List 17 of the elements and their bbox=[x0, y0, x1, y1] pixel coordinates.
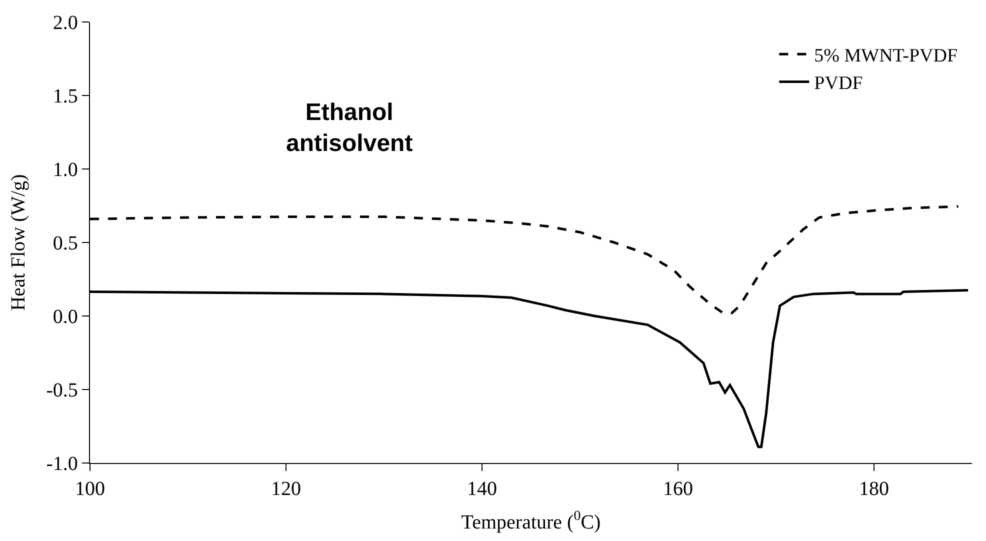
y-tick-label: 1.5 bbox=[52, 86, 78, 108]
x-tick-label: 180 bbox=[859, 478, 889, 500]
y-tick-label: -1.0 bbox=[46, 453, 78, 475]
legend-label: PVDF bbox=[814, 73, 863, 94]
y-tick-label: 0.5 bbox=[52, 232, 78, 254]
x-tick-label: 120 bbox=[271, 478, 301, 500]
x-axis-title: Temperature ($^{0}$C) bbox=[461, 509, 601, 534]
x-tick-label: 140 bbox=[467, 478, 497, 500]
annotation: Ethanol antisolvent bbox=[286, 99, 413, 158]
y-axis-title: Heat Flow (W/g) bbox=[8, 174, 30, 311]
y-tick-label: 2.0 bbox=[52, 12, 78, 34]
y-tick-label: 1.0 bbox=[52, 159, 78, 181]
y-tick-label: 0.0 bbox=[52, 306, 78, 328]
legend-label: 5% MWNT-PVDF bbox=[814, 45, 958, 66]
y-tick-label: -0.5 bbox=[46, 380, 78, 402]
x-tick-label: 160 bbox=[663, 478, 693, 500]
x-tick-label: 100 bbox=[75, 478, 105, 500]
